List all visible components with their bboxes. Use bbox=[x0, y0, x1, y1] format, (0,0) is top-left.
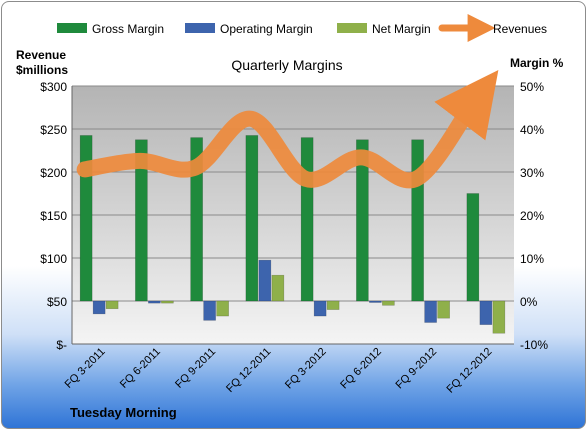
bar-net-margin bbox=[492, 300, 506, 334]
bar-net-margin bbox=[161, 300, 174, 304]
bar-net-margin bbox=[271, 274, 285, 302]
right-axis-title: Margin % bbox=[510, 56, 564, 70]
x-tick-label: FQ 9-2011 bbox=[173, 346, 218, 391]
bar-net-margin bbox=[105, 300, 119, 310]
left-tick-label: $50 bbox=[47, 295, 67, 309]
right-tick-label: 40% bbox=[520, 123, 544, 137]
legend-label-net-margin: Net Margin bbox=[372, 22, 431, 36]
bar-operating-margin bbox=[424, 300, 437, 323]
right-tick-label: 30% bbox=[520, 166, 544, 180]
right-tick-label: 0% bbox=[520, 295, 538, 309]
bar-gross-margin bbox=[300, 137, 314, 302]
bar-net-margin bbox=[437, 300, 450, 319]
right-tick-label: 20% bbox=[520, 209, 544, 223]
x-tick-label: FQ 12-2011 bbox=[224, 346, 273, 395]
bar-gross-margin bbox=[356, 139, 369, 302]
x-tick-label: FQ 12-2012 bbox=[445, 346, 495, 396]
bar-net-margin bbox=[216, 300, 229, 317]
revenues-line bbox=[76, 70, 499, 189]
x-tick-label: FQ 6-2011 bbox=[118, 346, 163, 391]
bar-operating-margin bbox=[258, 259, 272, 302]
chart-title: Quarterly Margins bbox=[231, 57, 342, 73]
left-tick-label: $300 bbox=[40, 80, 67, 94]
footer-label: Tuesday Morning bbox=[70, 405, 177, 420]
legend-label-revenues: Revenues bbox=[493, 22, 547, 36]
left-tick-label: $150 bbox=[40, 209, 67, 223]
legend-label-gross-margin: Gross Margin bbox=[92, 22, 164, 36]
bar-gross-margin bbox=[190, 137, 203, 302]
legend-swatch-gross-margin bbox=[57, 23, 87, 33]
left-axis-title-line2: $millions bbox=[16, 63, 68, 77]
legend-swatch-net-margin bbox=[337, 23, 367, 33]
legend-swatch-operating-margin bbox=[185, 23, 215, 33]
x-axis-ticks: FQ 3-2011 FQ 6-2011 FQ 9-2011 FQ 12-2011 FQ … bbox=[63, 346, 495, 396]
bar-gross-margin bbox=[245, 135, 259, 302]
right-tick-label: 10% bbox=[520, 252, 544, 266]
bar-net-margin bbox=[326, 300, 340, 310]
right-tick-label: -10% bbox=[520, 338, 548, 352]
bar-gross-margin bbox=[466, 193, 480, 302]
legend-label-operating-margin: Operating Margin bbox=[220, 22, 313, 36]
x-tick-label: FQ 6-2012 bbox=[338, 346, 384, 392]
left-tick-label: $100 bbox=[40, 252, 67, 266]
bar-operating-margin bbox=[369, 300, 382, 303]
left-tick-label: $200 bbox=[40, 166, 67, 180]
bar-operating-margin bbox=[479, 300, 493, 325]
left-tick-label: $- bbox=[56, 338, 67, 352]
right-axis-ticks: -10% 0% 10% 20% 30% 40% 50% bbox=[520, 80, 548, 352]
bar-operating-margin bbox=[203, 300, 216, 321]
bar-net-margin bbox=[382, 300, 395, 306]
right-tick-label: 50% bbox=[520, 80, 544, 94]
left-axis-ticks: $- $50 $100 $150 $200 $250 $300 bbox=[40, 80, 67, 352]
x-tick-label: FQ 3-2011 bbox=[63, 346, 108, 391]
bar-operating-margin bbox=[148, 300, 161, 304]
bar-operating-margin bbox=[92, 300, 106, 315]
bars bbox=[79, 135, 506, 334]
legend: Gross Margin Operating Margin Net Margin… bbox=[57, 14, 547, 42]
x-tick-label: FQ 3-2012 bbox=[283, 346, 329, 392]
bar-gross-margin bbox=[135, 139, 148, 302]
bar-operating-margin bbox=[313, 300, 327, 317]
x-tick-label: FQ 9-2012 bbox=[394, 346, 440, 392]
left-axis-title-line1: Revenue bbox=[16, 48, 66, 62]
left-tick-label: $250 bbox=[40, 123, 67, 137]
